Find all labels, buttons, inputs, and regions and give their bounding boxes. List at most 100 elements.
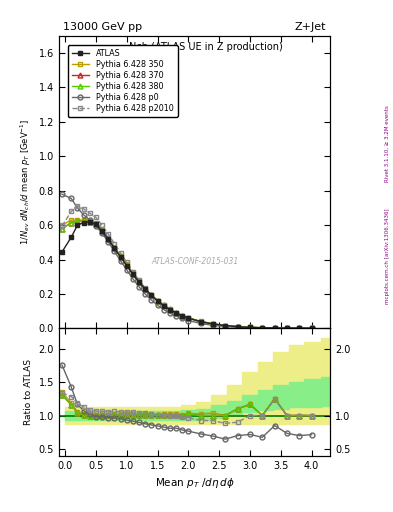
Pythia 6.428 350	[285, 325, 289, 331]
ATLAS	[198, 318, 203, 325]
Pythia 6.428 p2010	[186, 315, 191, 322]
ATLAS	[75, 222, 80, 228]
Pythia 6.428 380	[69, 220, 73, 226]
Pythia 6.428 p0	[87, 217, 92, 223]
Pythia 6.428 p2010	[297, 325, 302, 331]
Pythia 6.428 p2010	[174, 310, 178, 316]
Pythia 6.428 p0	[248, 325, 252, 331]
Pythia 6.428 350	[69, 217, 73, 223]
Pythia 6.428 370	[81, 218, 86, 224]
Pythia 6.428 p0	[223, 324, 228, 330]
Pythia 6.428 p2010	[155, 297, 160, 304]
Pythia 6.428 p2010	[309, 325, 314, 331]
Line: Pythia 6.428 380: Pythia 6.428 380	[60, 219, 314, 331]
Pythia 6.428 350	[186, 315, 191, 321]
Pythia 6.428 p0	[180, 315, 185, 322]
Pythia 6.428 p0	[106, 239, 110, 245]
Pythia 6.428 p2010	[143, 285, 148, 291]
Pythia 6.428 p0	[149, 297, 154, 303]
Pythia 6.428 350	[125, 261, 129, 267]
Pythia 6.428 p0	[174, 313, 178, 319]
Pythia 6.428 p0	[235, 324, 240, 330]
Pythia 6.428 370	[106, 236, 110, 242]
ATLAS	[155, 298, 160, 304]
Y-axis label: Ratio to ATLAS: Ratio to ATLAS	[24, 359, 33, 425]
Pythia 6.428 370	[137, 279, 141, 285]
Pythia 6.428 380	[272, 325, 277, 331]
Pythia 6.428 350	[248, 324, 252, 330]
Pythia 6.428 p2010	[235, 324, 240, 330]
Pythia 6.428 380	[198, 318, 203, 325]
Pythia 6.428 380	[309, 325, 314, 331]
ATLAS	[137, 279, 141, 285]
Pythia 6.428 350	[223, 323, 228, 329]
Pythia 6.428 370	[186, 315, 191, 321]
Pythia 6.428 p2010	[198, 319, 203, 325]
Line: Pythia 6.428 p2010: Pythia 6.428 p2010	[60, 204, 314, 331]
Pythia 6.428 370	[211, 321, 215, 327]
Pythia 6.428 p0	[198, 321, 203, 327]
Pythia 6.428 350	[155, 297, 160, 304]
Pythia 6.428 p2010	[180, 313, 185, 319]
Pythia 6.428 p0	[100, 230, 105, 237]
Pythia 6.428 350	[106, 235, 110, 241]
Pythia 6.428 370	[260, 325, 265, 331]
ATLAS	[248, 324, 252, 330]
ATLAS	[106, 236, 110, 242]
Pythia 6.428 380	[174, 310, 178, 316]
Pythia 6.428 370	[235, 324, 240, 330]
ATLAS	[260, 325, 265, 331]
Pythia 6.428 380	[211, 321, 215, 327]
Pythia 6.428 p0	[143, 291, 148, 297]
Pythia 6.428 370	[180, 313, 185, 319]
Pythia 6.428 350	[149, 292, 154, 298]
ATLAS	[60, 249, 64, 255]
Line: Pythia 6.428 370: Pythia 6.428 370	[60, 219, 314, 331]
ATLAS	[167, 307, 172, 313]
Pythia 6.428 p0	[60, 191, 64, 197]
Pythia 6.428 p2010	[272, 325, 277, 331]
Pythia 6.428 p0	[285, 325, 289, 331]
Pythia 6.428 p0	[118, 258, 123, 264]
Pythia 6.428 p2010	[60, 223, 64, 229]
Pythia 6.428 350	[174, 310, 178, 316]
Pythia 6.428 380	[297, 325, 302, 331]
Pythia 6.428 350	[180, 312, 185, 318]
Line: ATLAS: ATLAS	[60, 219, 314, 331]
Pythia 6.428 370	[248, 324, 252, 330]
Pythia 6.428 350	[137, 279, 141, 285]
Pythia 6.428 350	[211, 321, 215, 327]
Pythia 6.428 380	[112, 245, 117, 251]
ATLAS	[235, 324, 240, 330]
Pythia 6.428 p0	[186, 317, 191, 324]
ATLAS	[285, 325, 289, 331]
ATLAS	[94, 221, 98, 227]
ATLAS	[211, 321, 215, 327]
Text: Nch (ATLAS UE in Z production): Nch (ATLAS UE in Z production)	[129, 41, 282, 52]
ATLAS	[297, 325, 302, 331]
Pythia 6.428 p0	[94, 223, 98, 229]
Text: Rivet 3.1.10, ≥ 3.2M events: Rivet 3.1.10, ≥ 3.2M events	[385, 105, 390, 182]
ATLAS	[149, 292, 154, 298]
Pythia 6.428 380	[285, 325, 289, 331]
Legend: ATLAS, Pythia 6.428 350, Pythia 6.428 370, Pythia 6.428 380, Pythia 6.428 p0, Py: ATLAS, Pythia 6.428 350, Pythia 6.428 37…	[68, 45, 178, 117]
Pythia 6.428 380	[75, 218, 80, 224]
Pythia 6.428 p0	[155, 302, 160, 308]
Pythia 6.428 350	[75, 217, 80, 223]
Pythia 6.428 370	[272, 325, 277, 331]
Pythia 6.428 350	[118, 253, 123, 259]
Pythia 6.428 350	[260, 325, 265, 331]
Pythia 6.428 p2010	[94, 215, 98, 221]
Pythia 6.428 p0	[211, 322, 215, 328]
Pythia 6.428 350	[112, 244, 117, 250]
Pythia 6.428 370	[297, 325, 302, 331]
Pythia 6.428 380	[186, 315, 191, 321]
Pythia 6.428 350	[235, 324, 240, 330]
Pythia 6.428 350	[167, 306, 172, 312]
Pythia 6.428 p0	[125, 267, 129, 273]
Pythia 6.428 370	[125, 262, 129, 268]
Pythia 6.428 p0	[75, 205, 80, 211]
Pythia 6.428 380	[130, 271, 135, 277]
Pythia 6.428 p2010	[75, 203, 80, 209]
Pythia 6.428 370	[94, 221, 98, 227]
